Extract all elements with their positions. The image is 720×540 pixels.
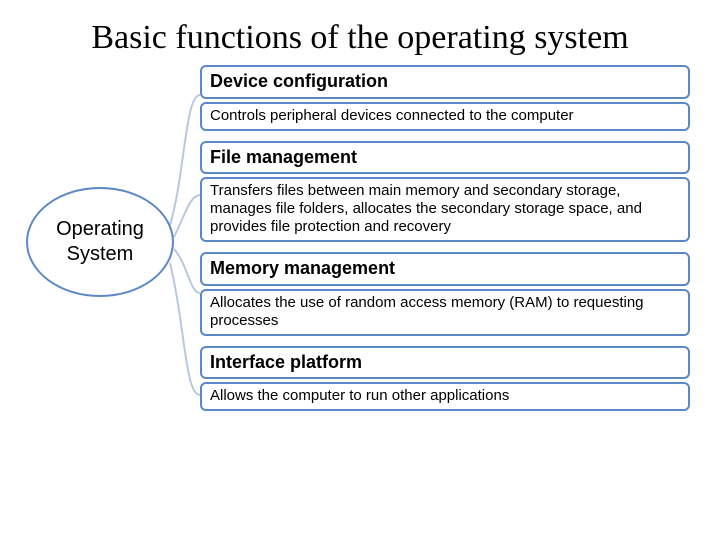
function-group-3: Interface platform Allows the computer t… [200,346,690,412]
connector-2 [174,195,200,237]
function-desc-box-1: Transfers files between main memory and … [200,177,690,242]
ellipse-line2: System [67,242,134,267]
connector-4 [170,263,200,395]
function-title-2: Memory management [210,257,680,280]
function-title-box-0: Device configuration [200,65,690,99]
function-title-1: File management [210,146,680,169]
connector-3 [174,249,200,293]
function-desc-3: Allows the computer to run other applica… [210,387,680,405]
function-group-2: Memory management Allocates the use of r… [200,252,690,336]
diagram-area: Operating System Device configuration Co… [0,65,720,485]
function-desc-box-2: Allocates the use of random access memor… [200,289,690,336]
function-title-box-3: Interface platform [200,346,690,380]
ellipse-line1: Operating [56,217,144,242]
function-group-1: File management Transfers files between … [200,141,690,243]
page-title: Basic functions of the operating system [0,0,720,57]
function-title-3: Interface platform [210,351,680,374]
function-title-box-1: File management [200,141,690,175]
function-desc-box-3: Allows the computer to run other applica… [200,382,690,411]
function-desc-1: Transfers files between main memory and … [210,182,680,236]
function-desc-box-0: Controls peripheral devices connected to… [200,102,690,131]
function-title-box-2: Memory management [200,252,690,286]
function-desc-0: Controls peripheral devices connected to… [210,107,680,125]
function-group-0: Device configuration Controls peripheral… [200,65,690,131]
connector-1 [170,95,200,225]
function-desc-2: Allocates the use of random access memor… [210,294,680,330]
central-ellipse: Operating System [26,187,174,297]
function-title-0: Device configuration [210,70,680,93]
function-boxes: Device configuration Controls peripheral… [200,65,690,421]
